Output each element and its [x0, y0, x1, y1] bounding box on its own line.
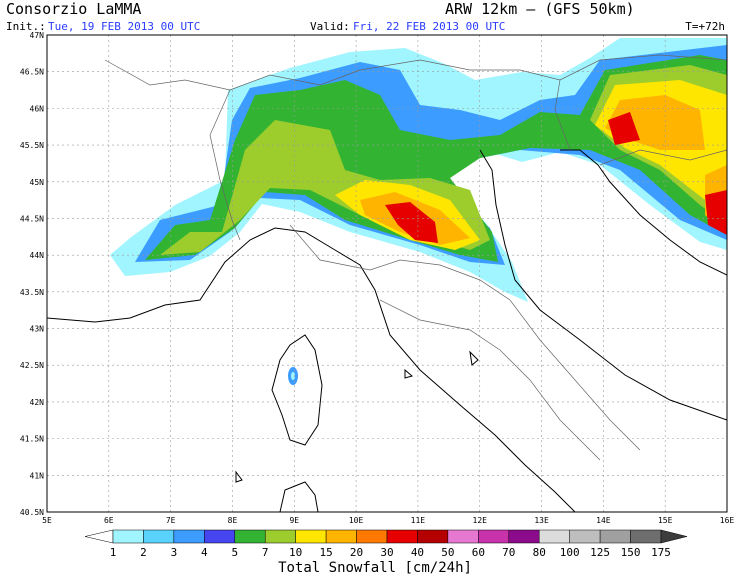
lat-label: 42.5N [20, 361, 44, 370]
colorbar: 1 2 3 4 5 7 10 15 20 30 40 50 60 70 80 100 125 150 175 [84, 529, 688, 559]
lon-label: 13E [534, 516, 549, 525]
lat-label: 44.5N [20, 214, 44, 223]
colorbar-level: 30 [380, 546, 393, 559]
colorbar-level: 5 [231, 546, 238, 559]
lon-label: 14E [596, 516, 611, 525]
colorbar-level: 175 [651, 546, 671, 559]
lon-label: 12E [473, 516, 488, 525]
colorbar-swatch [508, 529, 540, 544]
lon-label: 6E [104, 516, 114, 525]
coastlines [47, 149, 727, 512]
snowfall-field [110, 38, 727, 385]
lon-label: 9E [289, 516, 299, 525]
colorbar-level: 40 [411, 546, 424, 559]
lat-label: 46N [30, 104, 45, 113]
colorbar-swatch [660, 529, 688, 544]
lat-label: 41.5N [20, 435, 44, 444]
colorbar-level: 100 [560, 546, 580, 559]
valid-time: Fri, 22 FEB 2013 00 UTC [353, 20, 505, 33]
colorbar-level: 10 [289, 546, 302, 559]
lat-label: 45N [30, 178, 45, 187]
colorbar-swatch [84, 529, 114, 544]
colorbar-swatch [112, 529, 144, 544]
lat-label: 47N [30, 31, 45, 40]
colorbar-level: 15 [319, 546, 332, 559]
colorbar-level: 4 [201, 546, 208, 559]
lon-label: 15E [658, 516, 673, 525]
lat-label: 43N [30, 325, 45, 334]
colorbar-swatch [447, 529, 479, 544]
colorbar-swatch [599, 529, 631, 544]
colorbar-swatch [295, 529, 327, 544]
colorbar-level: 60 [472, 546, 485, 559]
colorbar-swatch [538, 529, 570, 544]
lat-label: 42N [30, 398, 45, 407]
init-time: Tue, 19 FEB 2013 00 UTC [48, 20, 200, 33]
colorbar-level: 50 [441, 546, 454, 559]
lat-label: 40.5N [20, 508, 44, 517]
graticule [47, 35, 727, 512]
colorbar-level: 80 [533, 546, 546, 559]
colorbar-swatch [356, 529, 388, 544]
lon-label: 11E [411, 516, 426, 525]
colorbar-swatch [234, 529, 266, 544]
colorbar-swatch [173, 529, 205, 544]
lon-label: 5E [42, 516, 52, 525]
borders [104, 54, 727, 461]
lon-label: 7E [166, 516, 176, 525]
map-frame [46, 34, 728, 513]
colorbar-swatch [630, 529, 662, 544]
lat-label: 44N [30, 251, 45, 260]
colorbar-level: 70 [502, 546, 515, 559]
colorbar-swatch [478, 529, 510, 544]
colorbar-level: 20 [350, 546, 363, 559]
lat-label: 41N [30, 471, 45, 480]
lon-label: 16E [720, 516, 735, 525]
lon-label: 10E [349, 516, 364, 525]
lat-label: 45.5N [20, 141, 44, 150]
colorbar-level: 150 [621, 546, 641, 559]
valid-label: Valid: [310, 20, 350, 33]
colorbar-level: 7 [262, 546, 269, 559]
colorbar-swatch [204, 529, 236, 544]
init-label: Init.: [6, 20, 46, 33]
title: Consorzio LaMMA [6, 0, 141, 18]
colorbar-level: 125 [590, 546, 610, 559]
colorbar-swatch [569, 529, 601, 544]
lead-time: T=+72h [685, 20, 725, 33]
colorbar-level: 1 [110, 546, 117, 559]
map [46, 34, 728, 513]
model: ARW 12km – (GFS 50km) [445, 0, 635, 18]
colorbar-title: Total Snowfall [cm/24h] [278, 560, 472, 576]
colorbar-swatch [417, 529, 449, 544]
colorbar-swatch [143, 529, 175, 544]
colorbar-level: 2 [140, 546, 147, 559]
colorbar-swatch [325, 529, 357, 544]
lat-label: 43.5N [20, 288, 44, 297]
colorbar-swatch [264, 529, 296, 544]
lat-label: 46.5N [20, 68, 44, 77]
lon-label: 8E [228, 516, 238, 525]
colorbar-level: 3 [171, 546, 178, 559]
colorbar-swatch [386, 529, 418, 544]
